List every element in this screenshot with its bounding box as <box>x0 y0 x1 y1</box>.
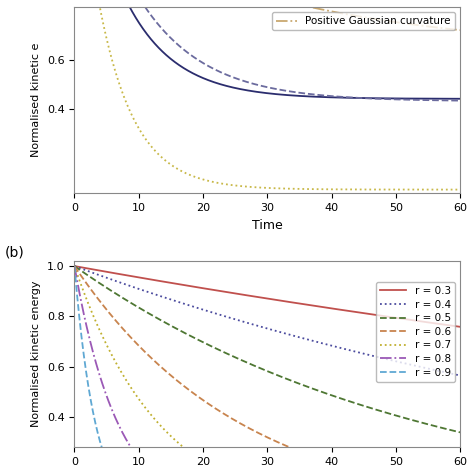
Legend: Positive Gaussian curvature: Positive Gaussian curvature <box>272 12 455 30</box>
Y-axis label: Normalised kinetic energy: Normalised kinetic energy <box>31 281 41 428</box>
X-axis label: Time: Time <box>252 219 283 231</box>
Text: (b): (b) <box>5 245 24 259</box>
Y-axis label: Normalised kinetic e: Normalised kinetic e <box>31 43 41 157</box>
Legend: r = 0.3, r = 0.4, r = 0.5, r = 0.6, r = 0.7, r = 0.8, r = 0.9: r = 0.3, r = 0.4, r = 0.5, r = 0.6, r = … <box>376 282 455 382</box>
